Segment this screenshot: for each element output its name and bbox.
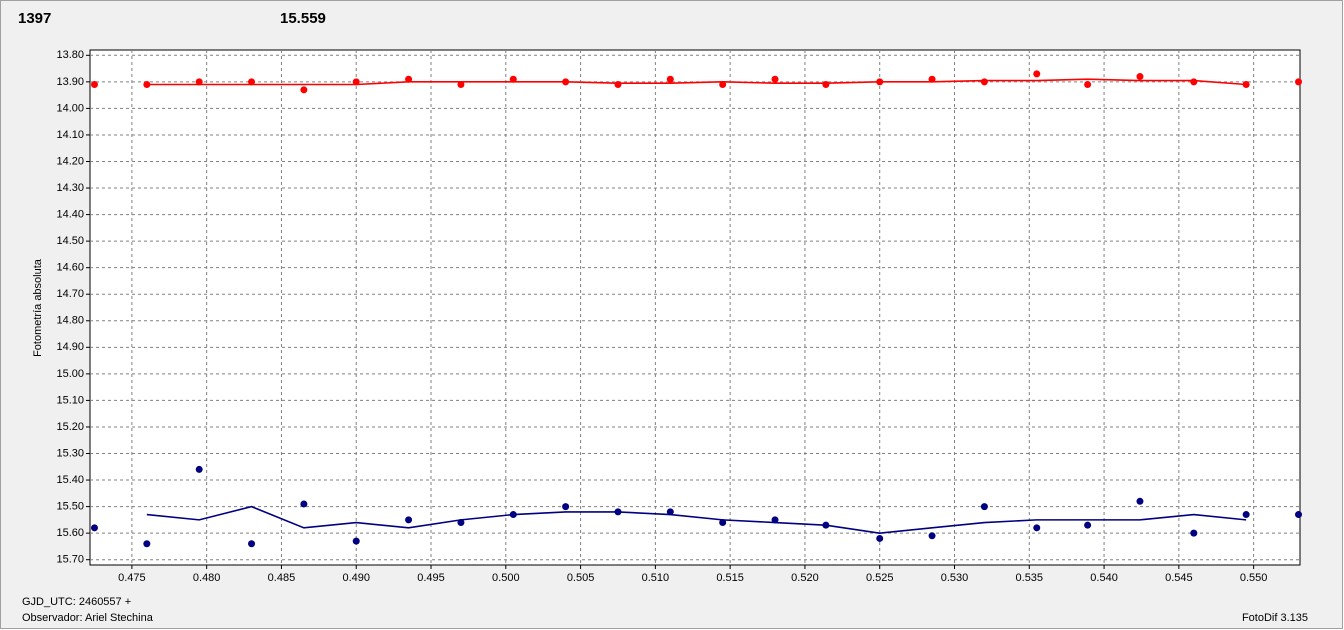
data-point (300, 500, 308, 508)
data-point (195, 465, 203, 473)
y-tick-label: 15.50 (56, 501, 84, 513)
data-point (1242, 511, 1250, 519)
data-point (1295, 78, 1303, 86)
y-tick-label: 15.40 (56, 474, 84, 486)
y-tick-label: 15.30 (56, 447, 84, 459)
y-tick-label: 14.50 (56, 235, 84, 247)
data-point (1084, 521, 1092, 529)
x-tick-label: 0.520 (791, 572, 819, 584)
x-tick-label: 0.510 (642, 572, 670, 584)
data-point (248, 540, 256, 548)
y-tick-label: 14.10 (56, 129, 84, 141)
x-tick-label: 0.535 (1016, 572, 1044, 584)
y-tick-label: 14.70 (56, 288, 84, 300)
data-point (1190, 529, 1198, 537)
x-tick-label: 0.490 (342, 572, 370, 584)
footer-text: FotoDif 3.135 (1242, 612, 1308, 624)
y-tick-label: 14.90 (56, 341, 84, 353)
y-tick-label: 15.00 (56, 368, 84, 380)
data-point (1136, 497, 1144, 505)
data-point (666, 75, 674, 83)
data-point (90, 524, 98, 532)
data-point (1295, 511, 1303, 519)
x-tick-label: 0.530 (941, 572, 969, 584)
footer-text: Observador: Ariel Stechina (22, 612, 154, 624)
plot-area (89, 49, 1301, 566)
x-tick-label: 0.475 (118, 572, 146, 584)
x-tick-label: 0.525 (866, 572, 894, 584)
y-tick-label: 15.20 (56, 421, 84, 433)
data-point (1033, 70, 1041, 78)
data-point (822, 81, 830, 89)
data-point (457, 81, 465, 89)
data-point (980, 503, 988, 511)
x-tick-label: 0.485 (268, 572, 296, 584)
data-point (195, 78, 203, 86)
data-point (248, 78, 256, 86)
data-point (771, 516, 779, 524)
data-point (143, 540, 151, 548)
data-point (1033, 524, 1041, 532)
data-point (405, 516, 413, 524)
header-value: 15.559 (280, 10, 326, 27)
data-point (352, 78, 360, 86)
data-point (1190, 78, 1198, 86)
data-point (1136, 73, 1144, 81)
data-point (719, 519, 727, 527)
y-tick-label: 15.10 (56, 394, 84, 406)
data-point (300, 86, 308, 94)
y-tick-label: 14.00 (56, 102, 84, 114)
y-tick-label: 14.80 (56, 315, 84, 327)
header-value: 1397 (18, 10, 51, 27)
data-point (719, 81, 727, 89)
data-point (876, 534, 884, 542)
y-tick-label: 14.20 (56, 155, 84, 167)
y-tick-label: 14.60 (56, 262, 84, 274)
x-tick-label: 0.550 (1240, 572, 1268, 584)
x-tick-label: 0.505 (567, 572, 595, 584)
data-point (509, 75, 517, 83)
data-point (928, 532, 936, 540)
x-tick-label: 0.515 (716, 572, 744, 584)
trend-line (146, 505, 1247, 534)
x-tick-label: 0.545 (1165, 572, 1193, 584)
data-point (614, 81, 622, 89)
data-point (771, 75, 779, 83)
y-tick-label: 13.90 (56, 76, 84, 88)
x-tick-label: 0.500 (492, 572, 520, 584)
y-axis-label: Fotometría absoluta (32, 258, 44, 357)
data-point (928, 75, 936, 83)
y-tick-label: 14.30 (56, 182, 84, 194)
trend-line (146, 78, 1247, 86)
data-point (980, 78, 988, 86)
data-point (405, 75, 413, 83)
data-point (562, 503, 570, 511)
x-tick-label: 0.480 (193, 572, 221, 584)
data-point (666, 508, 674, 516)
data-point (352, 537, 360, 545)
data-point (1084, 81, 1092, 89)
x-tick-label: 0.540 (1090, 572, 1118, 584)
x-tick-label: 0.495 (417, 572, 445, 584)
data-point (90, 81, 98, 89)
y-tick-label: 15.70 (56, 554, 84, 566)
footer-text: GJD_UTC: 2460557 + (22, 596, 131, 608)
y-tick-label: 13.80 (56, 49, 84, 61)
y-tick-label: 15.60 (56, 527, 84, 539)
y-tick-label: 14.40 (56, 208, 84, 220)
